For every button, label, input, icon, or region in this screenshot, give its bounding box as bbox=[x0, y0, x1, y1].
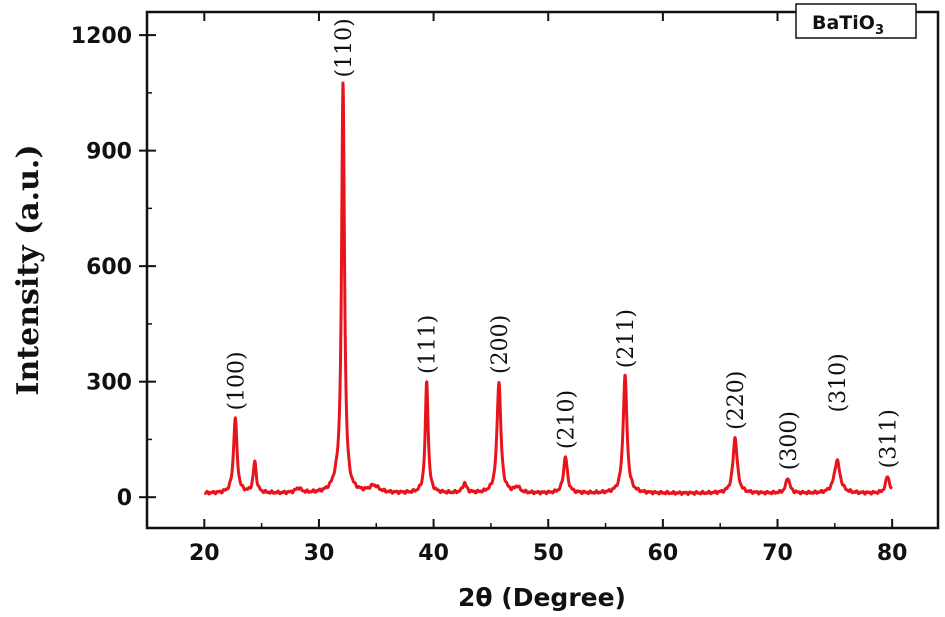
y-tick-label: 600 bbox=[86, 255, 132, 280]
peak-label: (100) bbox=[224, 351, 249, 410]
x-tick-label: 20 bbox=[189, 541, 220, 566]
y-tick-label: 0 bbox=[117, 486, 132, 511]
legend: BaTiO 3 bbox=[795, 3, 917, 39]
x-tick-label: 60 bbox=[648, 541, 679, 566]
peak-labels: (100) (110) (111) (200) (210) (211) (220) (300)… bbox=[224, 18, 901, 470]
x-tick-label: 50 bbox=[533, 541, 564, 566]
y-axis-title: Intensity (a.u.) bbox=[11, 144, 46, 395]
plot-area bbox=[145, 10, 940, 530]
legend-label: BaTiO bbox=[812, 12, 875, 34]
legend-subscript: 3 bbox=[875, 23, 884, 38]
x-tick-label: 80 bbox=[877, 541, 908, 566]
peak-label: (220) bbox=[724, 371, 749, 430]
x-axis-title: 2θ (Degree) bbox=[458, 583, 626, 612]
x-tick-label: 40 bbox=[418, 541, 449, 566]
series-line bbox=[203, 81, 894, 496]
legend-box bbox=[795, 3, 917, 39]
peak-label: (310) bbox=[826, 353, 851, 412]
x-tick-label: 30 bbox=[304, 541, 335, 566]
axes: 20 30 40 50 60 70 80 0 300 600 900 1200 bbox=[71, 12, 908, 566]
peak-label: (111) bbox=[416, 315, 441, 374]
peak-label: (200) bbox=[488, 315, 513, 374]
y-tick-label: 900 bbox=[86, 140, 132, 165]
peak-label: (110) bbox=[332, 18, 357, 77]
peak-label: (211) bbox=[614, 309, 639, 368]
peak-label: (311) bbox=[877, 409, 902, 468]
x-tick-label: 70 bbox=[762, 541, 793, 566]
plot-frame bbox=[145, 10, 940, 530]
y-tick-label: 300 bbox=[86, 371, 132, 396]
axis-titles: 2θ (Degree) Intensity (a.u.) bbox=[11, 144, 626, 612]
y-tick-label: 1200 bbox=[71, 24, 132, 49]
series-layer bbox=[203, 81, 894, 496]
peak-label: (210) bbox=[554, 390, 579, 449]
peak-label: (300) bbox=[777, 411, 802, 470]
